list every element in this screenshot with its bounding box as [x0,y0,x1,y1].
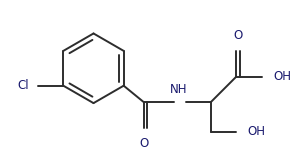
Text: Cl: Cl [17,79,29,92]
Text: OH: OH [273,70,291,83]
Text: O: O [139,137,148,150]
Text: NH: NH [170,83,187,96]
Text: OH: OH [247,125,265,138]
Text: O: O [233,29,243,42]
